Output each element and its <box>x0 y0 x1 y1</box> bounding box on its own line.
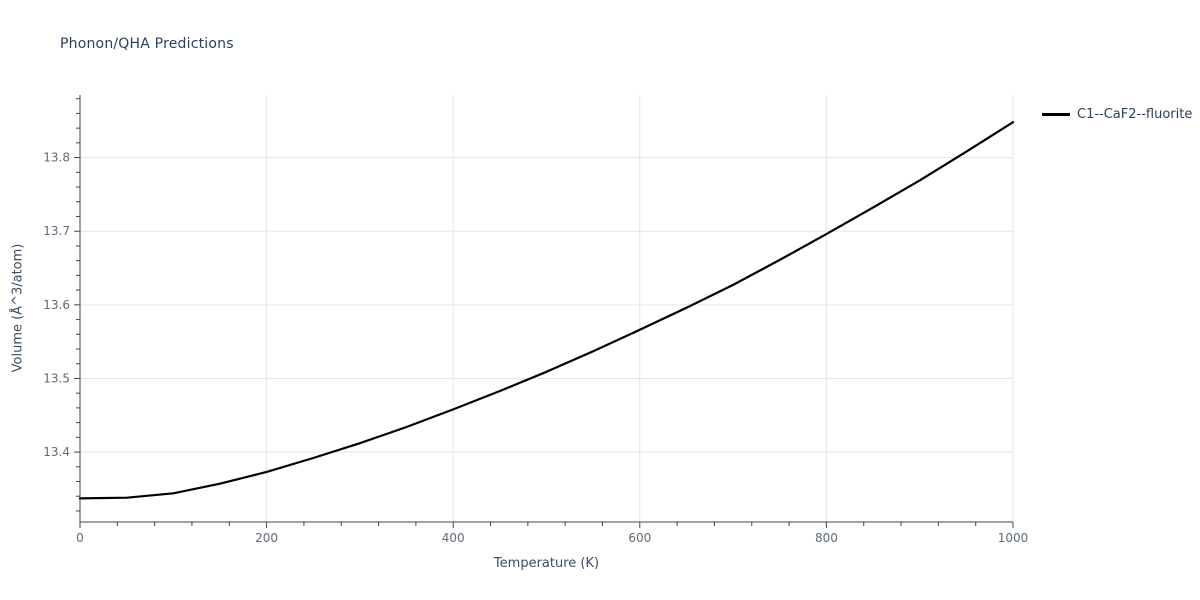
y-axis-label: Volume (Å^3/atom) <box>10 243 26 373</box>
x-tick-label: 200 <box>255 531 278 545</box>
y-tick-label: 13.8 <box>43 151 70 165</box>
y-tick-label: 13.6 <box>43 298 70 312</box>
x-tick-label: 600 <box>628 531 651 545</box>
legend-line-sample <box>1042 113 1070 116</box>
legend[interactable]: C1--CaF2--fluorite <box>1038 105 1197 124</box>
chart-title: Phonon/QHA Predictions <box>60 36 234 52</box>
x-tick-label: 0 <box>76 531 84 545</box>
data-line <box>78 121 1015 500</box>
x-tick-label: 1000 <box>998 531 1029 545</box>
legend-label: C1--CaF2--fluorite <box>1077 107 1193 122</box>
x-axis-label: Temperature (K) <box>493 556 600 571</box>
x-tick-label: 800 <box>815 531 838 545</box>
y-tick-label: 13.7 <box>43 224 70 238</box>
y-tick-label: 13.4 <box>43 445 70 459</box>
y-tick-label: 13.5 <box>43 371 70 385</box>
x-tick-label: 400 <box>442 531 465 545</box>
